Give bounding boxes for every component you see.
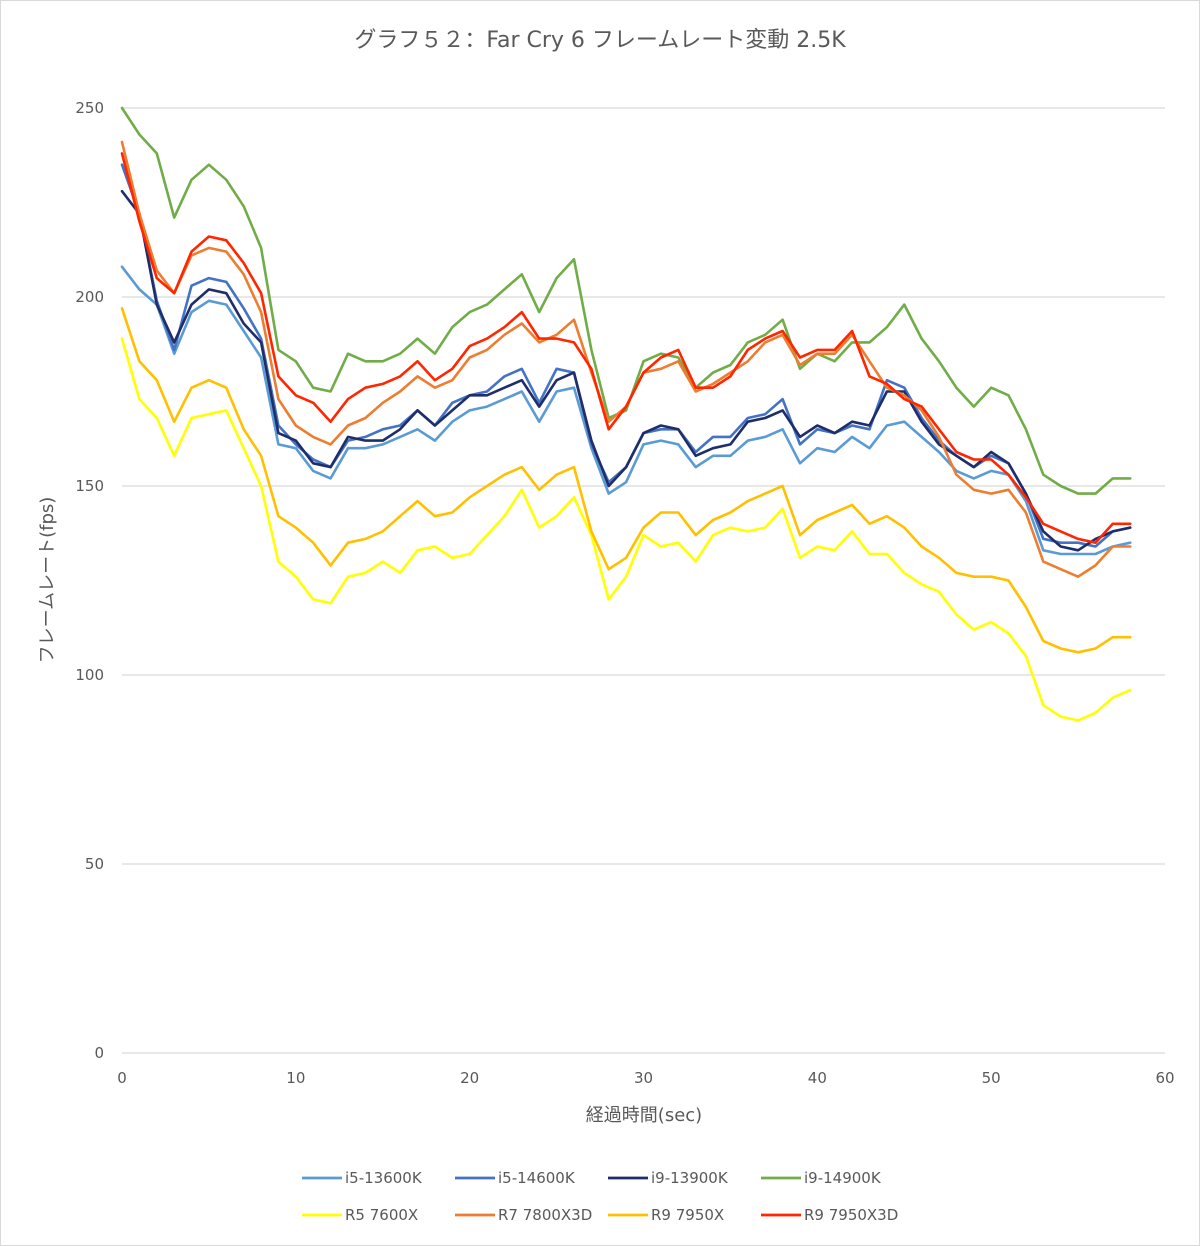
series-line-r9-7950x3d (120, 152, 1132, 545)
x-tick-label: 20 (460, 1069, 479, 1087)
series-line-r9-7950x (120, 306, 1132, 654)
legend-label: R5 7600X (345, 1206, 418, 1224)
gridlines (122, 107, 1165, 1054)
legend-label: R9 7950X3D (804, 1206, 898, 1224)
series-lines (120, 106, 1132, 722)
y-tick-label: 50 (85, 855, 104, 873)
series-line-i5-13600k (120, 265, 1132, 556)
legend-label: i9-14900K (804, 1169, 882, 1187)
series-line-i9-13900k (120, 189, 1132, 552)
legend-label: R7 7800X3D (498, 1206, 592, 1224)
legend-label: R9 7950X (651, 1206, 724, 1224)
series-line-i9-14900k (120, 106, 1132, 495)
y-tick-label: 200 (75, 288, 104, 306)
x-tick-label: 10 (286, 1069, 305, 1087)
x-tick-label: 30 (634, 1069, 653, 1087)
legend-item: i9-13900K (608, 1169, 729, 1187)
legend-item: R9 7950X3D (761, 1206, 898, 1224)
legend-item: R7 7800X3D (455, 1206, 592, 1224)
legend: i5-13600K i5-14600K i9-13900K i9-14900K R5 7… (302, 1169, 898, 1224)
y-tick-label: 150 (75, 477, 104, 495)
legend-label: i9-13900K (651, 1169, 729, 1187)
legend-item: R9 7950X (608, 1206, 724, 1224)
y-tick-label: 100 (75, 666, 104, 684)
legend-label: i5-14600K (498, 1169, 576, 1187)
legend-item: i5-14600K (455, 1169, 576, 1187)
x-axis-label: 経過時間(sec) (586, 1105, 702, 1126)
x-tick-label: 0 (117, 1069, 127, 1087)
y-axis-label: フレームレート(fps) (37, 497, 58, 664)
legend-item: R5 7600X (302, 1206, 418, 1224)
x-tick-label: 50 (982, 1069, 1001, 1087)
y-tick-label: 250 (75, 99, 104, 117)
x-tick-label: 60 (1155, 1069, 1174, 1087)
x-tick-labels: 0 10 20 30 40 50 60 (117, 1069, 1174, 1087)
y-tick-labels: 0 50 100 150 200 250 (75, 99, 104, 1062)
x-tick-label: 40 (808, 1069, 827, 1087)
legend-label: i5-13600K (345, 1169, 423, 1187)
series-line-r5-7600x (120, 337, 1132, 722)
legend-item: i9-14900K (761, 1169, 882, 1187)
series-line-r7-7800x3d (120, 140, 1132, 579)
y-tick-label: 0 (94, 1044, 104, 1062)
legend-item: i5-13600K (302, 1169, 423, 1187)
chart-title: グラフ５２：Far Cry 6 フレームレート変動 2.5K (354, 28, 846, 53)
